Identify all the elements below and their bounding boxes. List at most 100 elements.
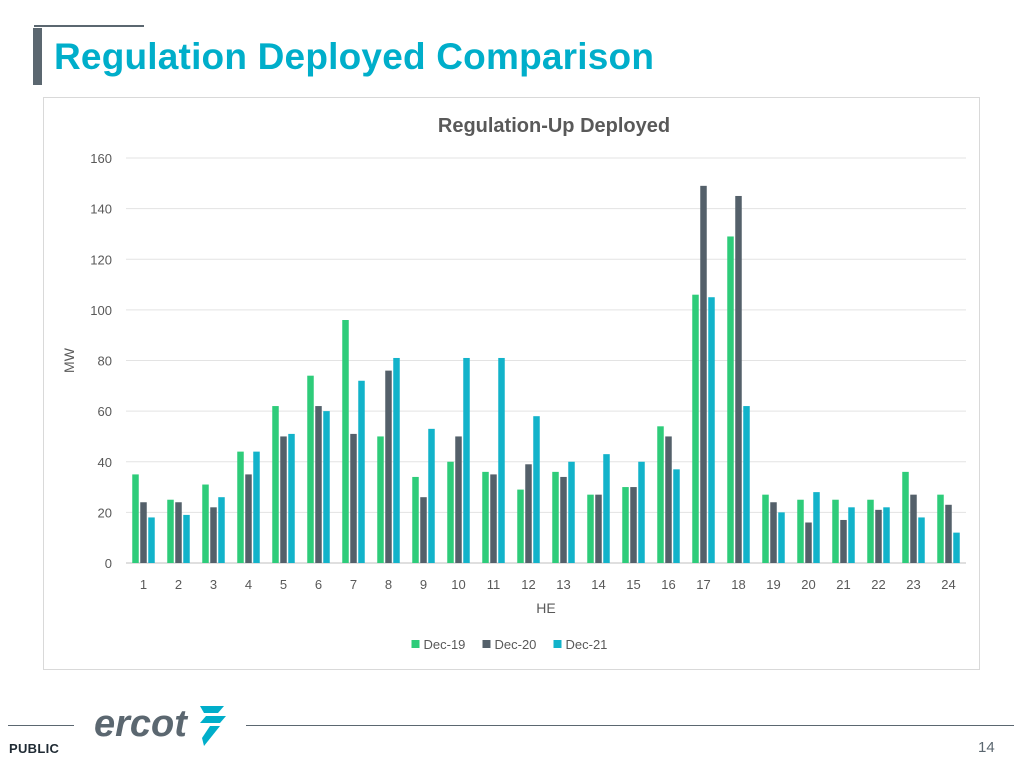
bar-dec-19-he-14: [587, 494, 594, 563]
ercot-logo-text: ercot: [94, 703, 188, 745]
x-tick-label: 9: [420, 577, 427, 592]
y-tick-label: 0: [105, 556, 112, 571]
bar-dec-21-he-11: [498, 357, 505, 563]
x-tick-label: 19: [766, 577, 780, 592]
bar-dec-19-he-22: [867, 499, 874, 563]
bar-dec-21-he-23: [918, 517, 925, 563]
legend-swatch-dec-21: [553, 640, 562, 648]
classification-label: PUBLIC: [9, 741, 60, 756]
y-tick-label: 20: [98, 505, 112, 520]
bar-dec-21-he-17: [708, 297, 715, 563]
x-axis-label: HE: [536, 600, 555, 616]
chart-title: Regulation-Up Deployed: [438, 115, 670, 137]
bar-dec-21-he-21: [848, 507, 855, 563]
bar-dec-21-he-7: [358, 380, 365, 563]
bar-dec-20-he-22: [875, 509, 882, 563]
bar-dec-20-he-13: [560, 476, 567, 563]
bar-dec-21-he-2: [183, 514, 190, 563]
x-tick-label: 10: [451, 577, 465, 592]
bar-dec-21-he-1: [148, 517, 155, 563]
bar-dec-20-he-15: [630, 487, 637, 563]
bar-dec-20-he-17: [700, 185, 707, 563]
y-tick-label: 120: [90, 252, 112, 267]
bar-dec-19-he-8: [377, 436, 384, 563]
y-tick-label: 60: [98, 404, 112, 419]
legend-label-dec-20: Dec-20: [495, 637, 537, 652]
bar-dec-21-he-20: [813, 492, 820, 563]
legend-swatch-dec-19: [411, 640, 420, 648]
bar-dec-19-he-12: [517, 489, 524, 563]
x-tick-label: 13: [556, 577, 570, 592]
bar-dec-20-he-16: [665, 436, 672, 563]
bar-dec-21-he-8: [393, 357, 400, 563]
bar-dec-19-he-15: [622, 487, 629, 563]
bar-dec-20-he-1: [140, 502, 147, 563]
bar-dec-20-he-10: [455, 436, 462, 563]
x-tick-label: 2: [175, 577, 182, 592]
bar-dec-21-he-5: [288, 433, 295, 563]
x-tick-label: 22: [871, 577, 885, 592]
bar-dec-21-he-16: [673, 469, 680, 563]
bar-dec-19-he-17: [692, 294, 699, 563]
bar-dec-20-he-4: [245, 474, 252, 563]
bar-dec-19-he-1: [132, 474, 139, 563]
bar-dec-21-he-6: [323, 411, 330, 563]
slide-title: Regulation Deployed Comparison: [54, 36, 655, 77]
x-tick-label: 14: [591, 577, 605, 592]
bar-dec-20-he-5: [280, 436, 287, 563]
bar-dec-19-he-19: [762, 494, 769, 563]
x-tick-label: 4: [245, 577, 252, 592]
x-tick-label: 17: [696, 577, 710, 592]
ercot-logo: ercot: [94, 703, 226, 746]
bar-dec-19-he-20: [797, 499, 804, 563]
bar-dec-19-he-11: [482, 471, 489, 563]
bar-dec-20-he-7: [350, 433, 357, 563]
y-tick-label: 160: [90, 151, 112, 166]
x-tick-label: 15: [626, 577, 640, 592]
bar-dec-21-he-13: [568, 461, 575, 563]
bar-dec-20-he-23: [910, 494, 917, 563]
x-tick-label: 6: [315, 577, 322, 592]
bar-dec-19-he-13: [552, 471, 559, 563]
bar-dec-20-he-12: [525, 464, 532, 563]
bar-dec-20-he-18: [735, 195, 742, 563]
page-number: 14: [978, 739, 995, 756]
bar-dec-19-he-6: [307, 375, 314, 563]
title-rule: [34, 25, 144, 27]
bar-chart: Regulation-Up Deployed020406080100120140…: [61, 115, 966, 652]
legend-label-dec-19: Dec-19: [424, 637, 466, 652]
x-tick-label: 12: [521, 577, 535, 592]
bar-dec-20-he-3: [210, 507, 217, 563]
bar-dec-21-he-22: [883, 507, 890, 563]
bar-dec-19-he-16: [657, 426, 664, 563]
bar-dec-20-he-11: [490, 474, 497, 563]
legend-swatch-dec-20: [482, 640, 491, 648]
x-tick-label: 20: [801, 577, 815, 592]
bar-dec-19-he-23: [902, 471, 909, 563]
bar-dec-19-he-21: [832, 499, 839, 563]
bar-dec-20-he-21: [840, 519, 847, 563]
bar-dec-21-he-3: [218, 497, 225, 563]
y-tick-label: 40: [98, 455, 112, 470]
bar-dec-20-he-8: [385, 370, 392, 563]
x-tick-label: 5: [280, 577, 287, 592]
bar-dec-19-he-7: [342, 320, 349, 563]
bar-dec-20-he-6: [315, 406, 322, 563]
bar-dec-21-he-19: [778, 512, 785, 563]
bar-dec-20-he-9: [420, 497, 427, 563]
bar-dec-21-he-10: [463, 357, 470, 563]
footer-rule-left: [8, 725, 74, 726]
bar-dec-20-he-20: [805, 522, 812, 563]
x-tick-label: 1: [140, 577, 147, 592]
x-tick-label: 16: [661, 577, 675, 592]
bar-dec-20-he-2: [175, 502, 182, 563]
bar-dec-21-he-18: [743, 406, 750, 563]
title-accent-bar: [33, 28, 42, 85]
bar-dec-19-he-4: [237, 451, 244, 563]
chart-panel: Regulation-Up Deployed 0 20 40 60 80 100 120 140…: [43, 97, 980, 670]
bar-dec-19-he-9: [412, 476, 419, 563]
y-axis-label: MW: [61, 347, 77, 373]
y-tick-label: 80: [98, 354, 112, 369]
bar-dec-20-he-19: [770, 502, 777, 563]
y-tick-label: 140: [90, 202, 112, 217]
